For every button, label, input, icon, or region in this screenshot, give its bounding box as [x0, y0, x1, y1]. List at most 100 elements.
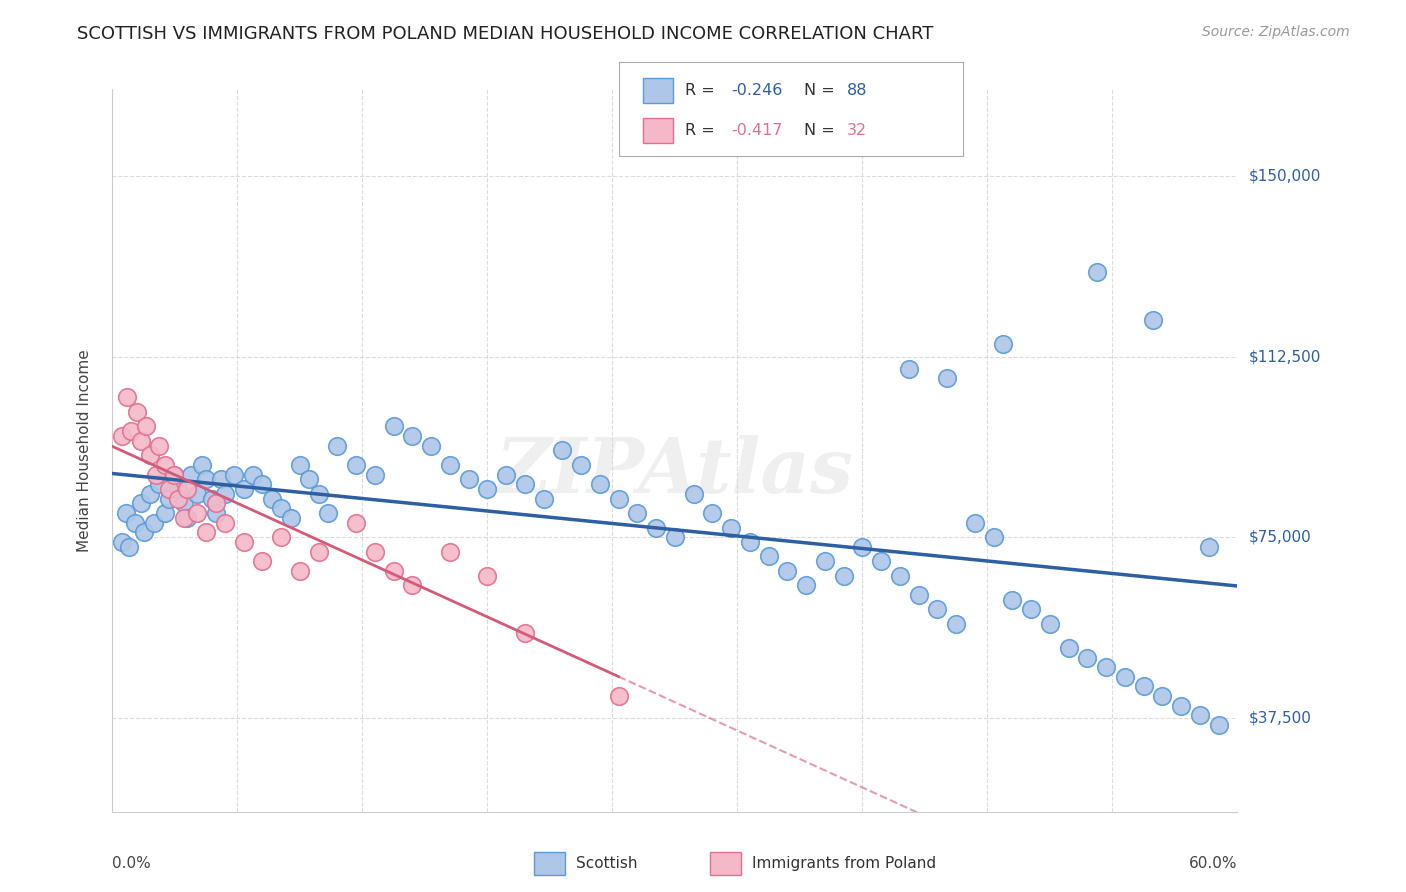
Point — [163, 467, 186, 482]
Point — [1019, 602, 1042, 616]
Text: R =: R = — [685, 123, 720, 138]
Point — [180, 467, 202, 482]
Text: Source: ZipAtlas.com: Source: ZipAtlas.com — [1202, 25, 1350, 39]
Text: SCOTTISH VS IMMIGRANTS FROM POLAND MEDIAN HOUSEHOLD INCOME CORRELATION CHART: SCOTTISH VS IMMIGRANTS FROM POLAND MEDIA… — [77, 25, 934, 43]
Point — [1085, 265, 1108, 279]
Text: $75,000: $75,000 — [1249, 530, 1312, 545]
Point — [1114, 670, 1136, 684]
Point — [439, 544, 461, 558]
Point — [157, 482, 180, 496]
Point — [224, 467, 246, 482]
Point — [252, 554, 274, 568]
Point — [1142, 313, 1164, 327]
Point — [983, 530, 1005, 544]
Text: $37,500: $37,500 — [1249, 710, 1312, 725]
Point — [142, 516, 165, 530]
Point — [851, 540, 873, 554]
Point — [124, 516, 146, 530]
Point — [991, 337, 1014, 351]
Point — [589, 477, 612, 491]
Point — [195, 472, 218, 486]
Point — [495, 467, 517, 482]
Point — [382, 419, 405, 434]
Point — [114, 506, 136, 520]
Point — [738, 535, 761, 549]
Point — [477, 568, 499, 582]
Point — [167, 491, 190, 506]
Point — [607, 689, 630, 703]
Point — [401, 578, 423, 592]
Point — [153, 506, 176, 520]
Point — [664, 530, 686, 544]
Point — [907, 588, 929, 602]
Point — [191, 458, 214, 472]
Text: 32: 32 — [846, 123, 866, 138]
Point — [111, 429, 134, 443]
Text: Immigrants from Poland: Immigrants from Poland — [752, 856, 936, 871]
Point — [186, 506, 208, 520]
Point — [167, 482, 190, 496]
Point — [758, 549, 780, 564]
Point — [270, 530, 292, 544]
Point — [1057, 640, 1080, 655]
Point — [145, 467, 167, 482]
Point — [316, 506, 339, 520]
Point — [439, 458, 461, 472]
Text: N =: N = — [804, 123, 841, 138]
Point — [533, 491, 555, 506]
Point — [129, 496, 152, 510]
Point — [288, 458, 311, 472]
Point — [1170, 698, 1192, 713]
Point — [832, 568, 855, 582]
Point — [776, 564, 799, 578]
Text: 88: 88 — [846, 83, 868, 98]
Text: ZIPAtlas: ZIPAtlas — [496, 435, 853, 509]
Point — [935, 371, 957, 385]
Point — [129, 434, 152, 448]
Point — [209, 472, 232, 486]
Point — [117, 391, 139, 405]
Point — [298, 472, 321, 486]
Text: 60.0%: 60.0% — [1189, 856, 1237, 871]
Point — [344, 458, 367, 472]
Point — [288, 564, 311, 578]
Point — [201, 491, 224, 506]
Point — [927, 602, 949, 616]
Point — [242, 467, 264, 482]
Point — [176, 511, 198, 525]
Point — [1095, 660, 1118, 674]
Point — [118, 540, 141, 554]
Point — [135, 419, 157, 434]
Point — [898, 361, 921, 376]
Point — [214, 487, 236, 501]
Point — [1198, 540, 1220, 554]
Point — [157, 491, 180, 506]
Point — [232, 535, 254, 549]
Point — [1076, 650, 1098, 665]
Point — [513, 477, 536, 491]
Point — [344, 516, 367, 530]
Point — [186, 487, 208, 501]
Point — [308, 487, 330, 501]
Point — [326, 439, 349, 453]
Point — [1188, 708, 1211, 723]
Point — [382, 564, 405, 578]
Point — [945, 616, 967, 631]
Point — [457, 472, 479, 486]
Point — [1132, 680, 1154, 694]
Text: Scottish: Scottish — [576, 856, 638, 871]
Point — [682, 487, 704, 501]
Point — [134, 525, 156, 540]
Point — [252, 477, 274, 491]
Point — [204, 506, 226, 520]
Point — [551, 443, 574, 458]
Point — [607, 491, 630, 506]
Point — [173, 511, 195, 525]
Point — [139, 487, 162, 501]
Point — [176, 482, 198, 496]
Point — [569, 458, 592, 472]
Point — [1208, 718, 1230, 732]
Point — [626, 506, 648, 520]
Point — [513, 626, 536, 640]
Point — [214, 516, 236, 530]
